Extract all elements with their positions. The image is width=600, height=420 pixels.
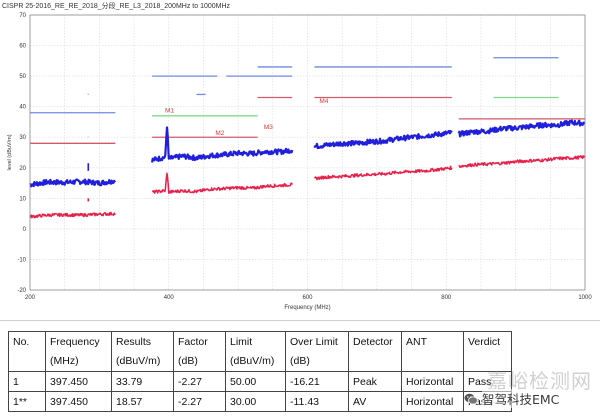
cell-frequency: 397.450 [45,391,112,412]
marker-label: M2 [215,130,224,137]
y-tick-label: 30 [19,135,26,141]
marker-label: M3 [264,124,273,131]
cell-limit: 30.00 [225,391,286,412]
column-header-frequency: Frequency [45,331,112,352]
x-tick-label: 800 [441,295,452,301]
plot-frame [29,14,586,291]
chart-markers: M1 M2 M3 M4 [165,98,329,137]
x-tick-label: 600 [302,295,313,301]
series-trace [29,211,116,219]
cell-frequency: 397.450 [45,371,112,392]
unit-verdict [463,351,512,372]
plot-area [30,15,585,290]
y-tick-label: 40 [19,105,26,111]
cell-detector: AV [348,391,402,412]
cell-detector: Peak [348,371,402,392]
x-tick-label: 1000 [578,295,592,301]
marker-label: M4 [319,98,328,105]
column-header-factor: Factor [173,331,226,352]
y-tick-label: 70 [19,13,26,19]
cell-ant: Horizontal [401,391,464,412]
emission-chart: M1 M2 M3 M4 -20 -10 0 10 20 30 40 50 60 70 200 400 600 8… [7,13,592,311]
x-axis-label: Frequency (MHz) [284,305,330,311]
table-header-row: No. Frequency Results Factor Limit Over … [8,331,512,352]
chart-series [29,93,586,219]
limit-lines [30,57,585,144]
series-trace [457,119,586,138]
unit-ant [401,351,464,372]
y-axis-label: level (dBuV/m) [7,134,13,170]
cell-verdict: Pass [463,391,512,412]
series-trace [151,126,294,163]
cell-factor: -2.27 [173,371,226,392]
y-tick-label: -10 [17,257,26,263]
results-table: No. Frequency Results Factor Limit Over … [8,331,512,412]
series-trace [458,155,586,168]
y-tick-label: 60 [19,44,26,50]
cell-no: 1** [8,391,46,412]
unit-results: (dBuV/m) [111,351,174,372]
y-tick-label: 10 [19,196,26,202]
unit-frequency: (MHz) [45,351,112,372]
cell-limit: 50.00 [225,371,286,392]
y-tick-label: 50 [19,74,26,80]
column-header-ant: ANT [401,331,464,352]
unit-over-limit: (dB) [285,351,349,372]
column-header-verdict: Verdict [463,331,512,352]
y-tick-label: -20 [17,288,26,294]
cell-results: 18.57 [111,391,174,412]
cell-results: 33.79 [111,371,174,392]
y-tick-label: 0 [23,227,27,233]
unit-no [8,351,46,372]
column-header-detector: Detector [348,331,402,352]
unit-limit: (dBuV/m) [225,351,286,372]
cell-over-limit: -16.21 [285,371,349,392]
column-header-no: No. [8,331,46,352]
x-tick-label: 400 [164,295,175,301]
series-trace [313,129,453,150]
table-row: 1** 397.450 18.57 -2.27 30.00 -11.43 AV … [8,391,512,412]
marker-label: M1 [165,107,174,114]
cell-verdict: Pass [463,371,512,392]
chart-grid [29,14,586,291]
series-trace [313,165,453,181]
cell-ant: Horizontal [401,371,464,392]
cell-over-limit: -11.43 [285,391,349,412]
cell-no: 1 [8,371,46,392]
unit-factor: (dB) [173,351,226,372]
unit-detector [348,351,402,372]
column-header-limit: Limit [225,331,286,352]
section-divider [0,320,600,321]
column-header-results: Results [111,331,174,352]
chart-title: CISPR 25-2016_RE_RE_2018_分段_RE_L3_2018_2… [2,3,231,10]
column-header-over-limit: Over Limit [285,331,349,352]
y-tick-label: 20 [19,166,26,172]
table-unit-row: (MHz) (dBuV/m) (dB) (dBuV/m) (dB) [8,351,512,372]
x-tick-label: 200 [25,295,36,301]
series-trace [29,178,117,188]
table-row: 1 397.450 33.79 -2.27 50.00 -16.21 Peak … [8,371,512,392]
chart-axes: -20 -10 0 10 20 30 40 50 60 70 200 400 600 800 1000 Fre… [7,13,592,311]
cell-factor: -2.27 [173,391,226,412]
series-trace [151,172,293,195]
